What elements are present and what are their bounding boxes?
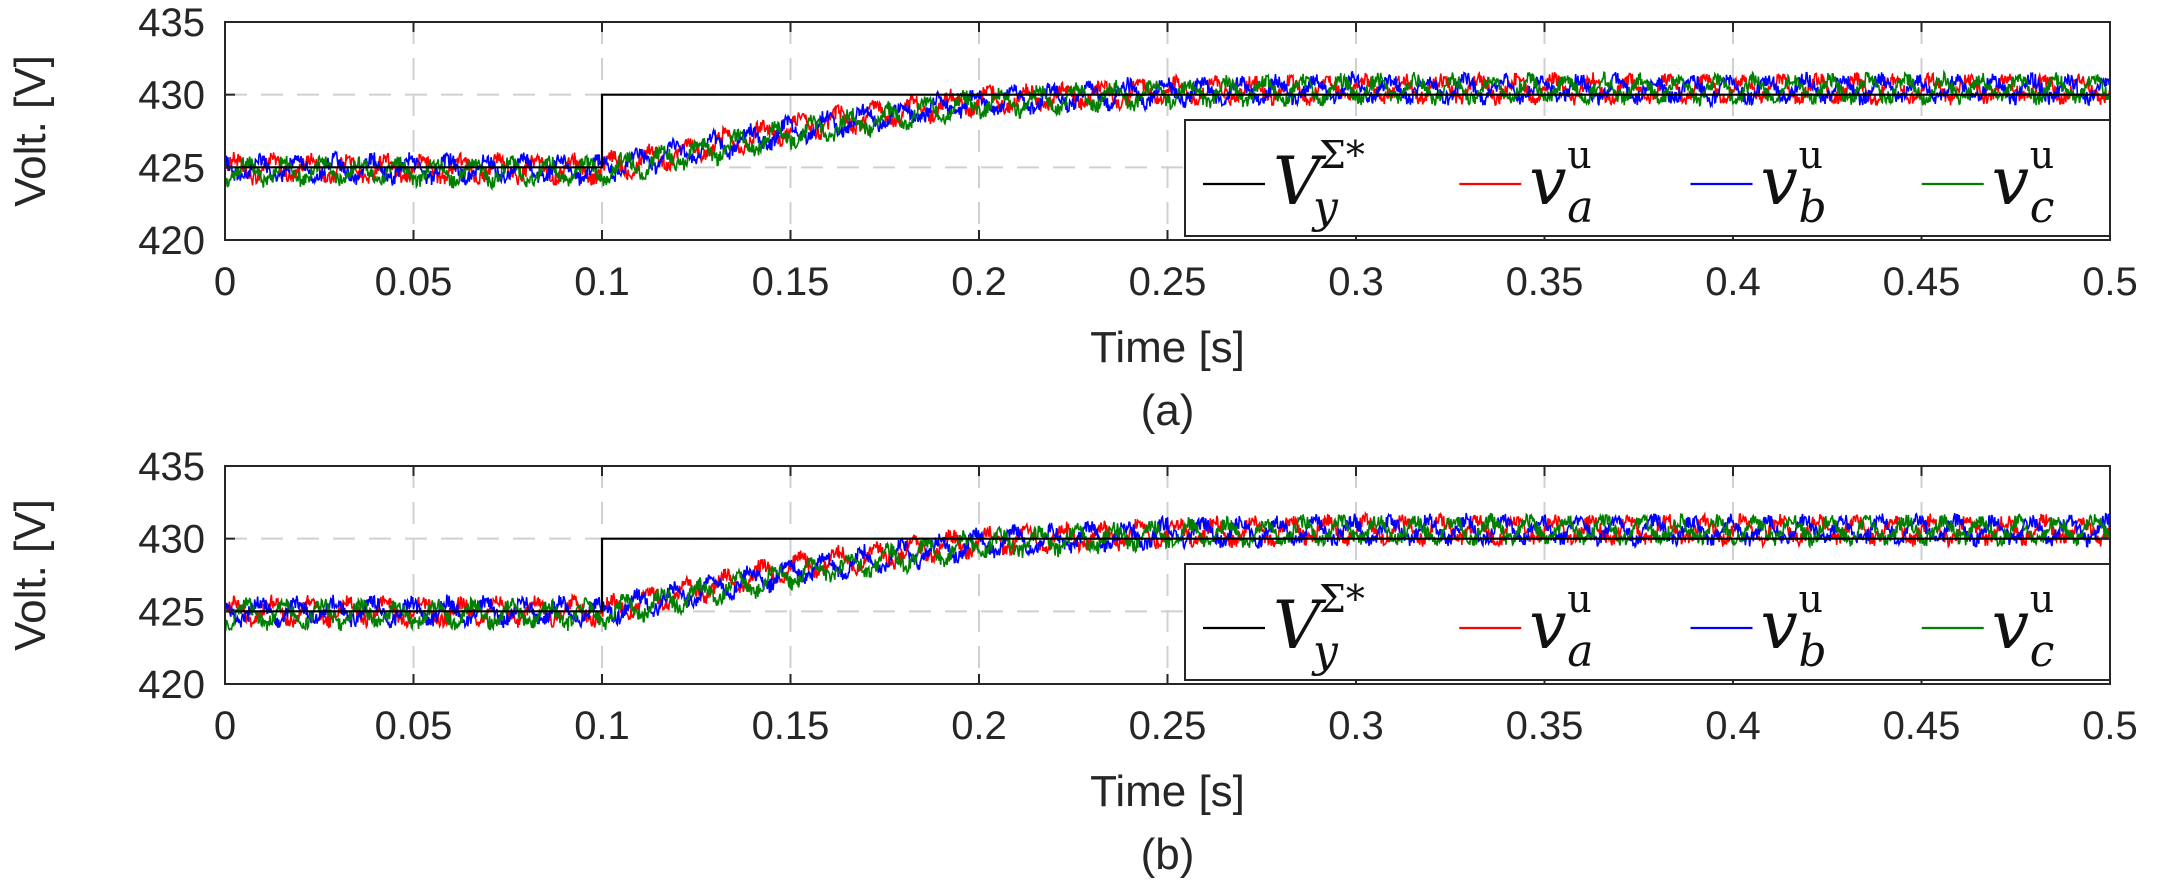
series-group — [225, 510, 2110, 632]
x-tick-label: 0.35 — [1506, 260, 1584, 304]
series-line-a — [225, 70, 2110, 186]
legend-label-sup: u — [2030, 133, 2054, 177]
y-axis-label: Volt. [V] — [6, 55, 55, 207]
legend-label-main: v — [1529, 587, 1566, 664]
legend-item: v ub — [1690, 577, 1827, 677]
legend-label-sup: u — [2030, 577, 2054, 621]
legend-label-sub: b — [1799, 626, 1827, 677]
x-tick-label: 0.45 — [1883, 260, 1961, 304]
legend-item: v uc — [1921, 577, 2055, 677]
legend-label-main: v — [1761, 587, 1798, 664]
legend-label-sub: y — [1311, 182, 1339, 233]
legend-label-sub: c — [2030, 182, 2055, 233]
y-tick-label: 425 — [138, 146, 205, 190]
legend-label-sup: u — [1567, 577, 1591, 621]
legend-item: v ub — [1690, 133, 1827, 233]
x-tick-label: 0.15 — [752, 260, 830, 304]
legend-label-main: v — [1992, 587, 2029, 664]
series-group — [225, 69, 2110, 192]
series-line-reference — [225, 537, 2110, 613]
legend: VΣ*y v ua v ub v uc — [1184, 563, 2111, 681]
chart-b: 0 0.05 0.1 0.15 0.2 0.25 0.3 0.35 0.4 0.45 0.5 420 4… — [6, 445, 2138, 879]
x-tick-label: 0.2 — [951, 704, 1007, 748]
panel-caption: (b) — [1141, 830, 1195, 879]
series-line-b — [225, 512, 2110, 630]
legend-label-sub: a — [1567, 626, 1593, 677]
legend-item: VΣ* y — [1203, 577, 1365, 677]
legend-item: v uc — [1921, 133, 2055, 233]
legend-label-sup: Σ* — [1319, 133, 1365, 177]
legend-label-main: v — [1529, 143, 1566, 220]
x-tick-label: 0.1 — [574, 260, 630, 304]
legend-label-main: v — [1992, 143, 2029, 220]
legend-label-sub: b — [1799, 182, 1827, 233]
series-line-reference — [225, 93, 2110, 169]
chart-a: 0 0.05 0.1 0.15 0.2 0.25 0.3 0.35 0.4 0.45 0.5 420 4… — [6, 1, 2138, 435]
y-tick-label: 435 — [138, 445, 205, 489]
x-tick-label: 0.4 — [1705, 704, 1761, 748]
legend-label-main: v — [1761, 143, 1798, 220]
x-tick-label: 0.2 — [951, 260, 1007, 304]
legend-label-main: V — [1273, 143, 1327, 220]
legend-label-sub: y — [1311, 626, 1339, 677]
x-tick-label: 0.05 — [375, 260, 453, 304]
series-line-c — [225, 512, 2110, 632]
legend-label-sup: u — [1567, 133, 1591, 177]
x-tick-label: 0.45 — [1883, 704, 1961, 748]
legend-label-sub: c — [2030, 626, 2055, 677]
x-tick-label: 0.4 — [1705, 260, 1761, 304]
y-tick-label: 420 — [138, 219, 205, 263]
legend: VΣ*y v ua v ub v uc — [1184, 119, 2111, 237]
x-tick-label: 0 — [214, 704, 236, 748]
legend-item: VΣ* y — [1203, 133, 1365, 233]
legend-label-sup: u — [1799, 133, 1823, 177]
legend-item: v ua — [1459, 133, 1593, 233]
x-tick-label: 0.05 — [375, 704, 453, 748]
x-axis-label: Time [s] — [1090, 767, 1245, 816]
legend-label-sub: a — [1567, 182, 1593, 233]
panel-caption: (a) — [1141, 386, 1195, 435]
x-tick-label: 0.25 — [1129, 704, 1207, 748]
legend-label-main: V — [1273, 587, 1327, 664]
x-tick-label: 0.1 — [574, 704, 630, 748]
legend-box — [1184, 563, 2111, 681]
x-tick-label: 0.3 — [1328, 260, 1384, 304]
series-line-c — [225, 69, 2110, 192]
x-tick-label: 0.35 — [1506, 704, 1584, 748]
legend-label-sup: Σ* — [1319, 577, 1365, 621]
x-tick-label: 0.3 — [1328, 704, 1384, 748]
legend-box — [1184, 119, 2111, 237]
x-axis-label: Time [s] — [1090, 323, 1245, 372]
x-tick-label: 0.25 — [1129, 260, 1207, 304]
y-tick-label: 430 — [138, 74, 205, 118]
x-tick-label: 0 — [214, 260, 236, 304]
x-tick-label: 0.5 — [2082, 704, 2138, 748]
legend-item: v ua — [1459, 577, 1593, 677]
y-tick-label: 435 — [138, 1, 205, 45]
y-tick-label: 425 — [138, 590, 205, 634]
x-tick-label: 0.15 — [752, 704, 830, 748]
y-axis-label: Volt. [V] — [6, 499, 55, 651]
y-tick-label: 430 — [138, 518, 205, 562]
y-tick-label: 420 — [138, 663, 205, 707]
x-tick-label: 0.5 — [2082, 260, 2138, 304]
legend-label-sup: u — [1799, 577, 1823, 621]
